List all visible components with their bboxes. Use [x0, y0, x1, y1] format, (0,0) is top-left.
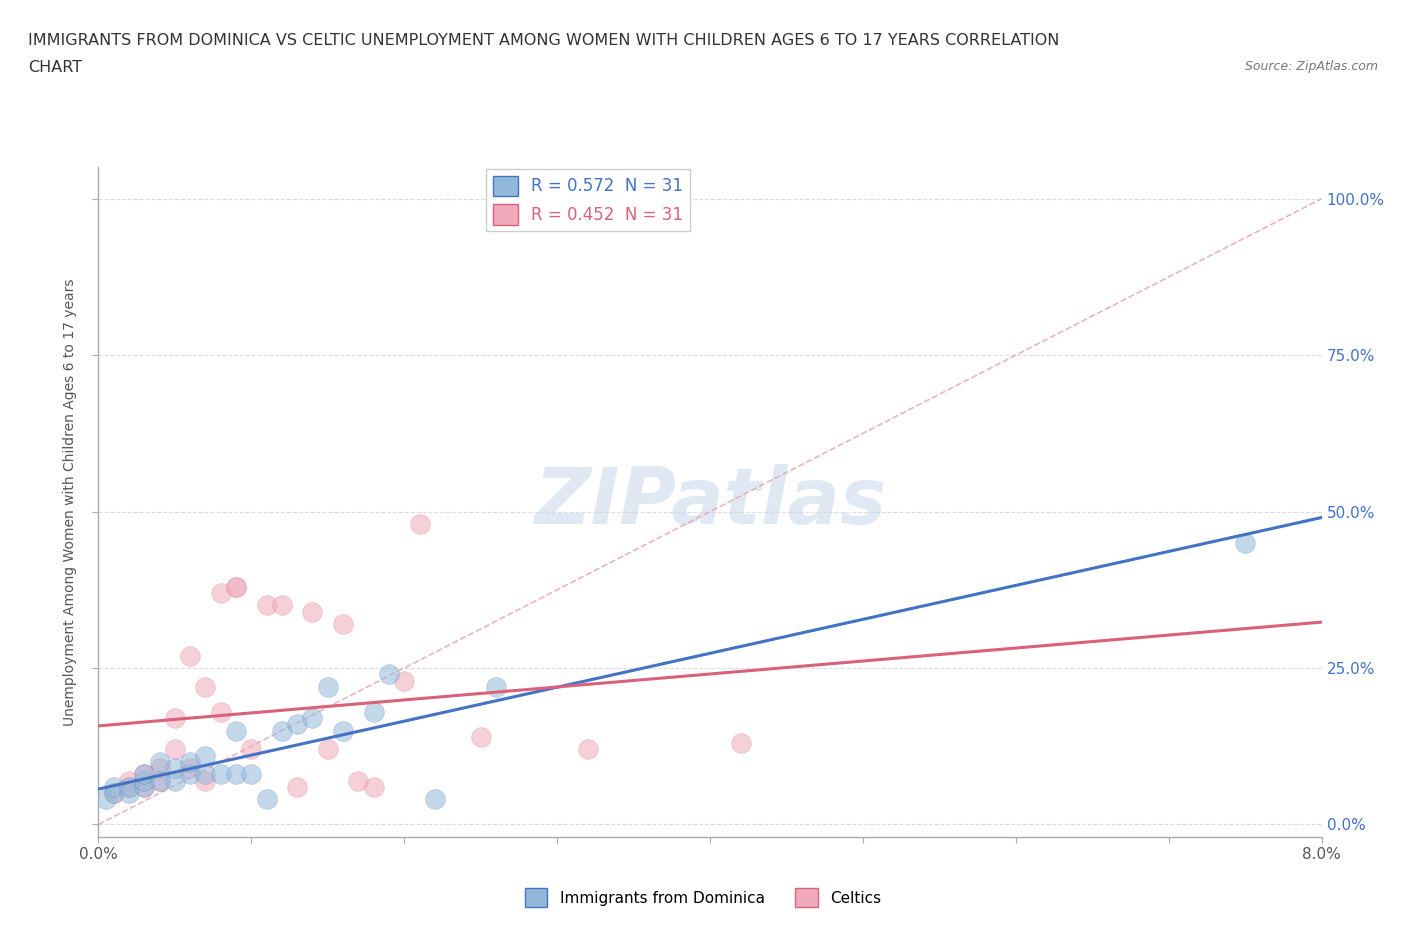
- Point: [149, 773, 172, 788]
- Point: [423, 792, 446, 807]
- Text: CHART: CHART: [28, 60, 82, 75]
- Point: [332, 617, 354, 631]
- Point: [118, 786, 141, 801]
- Point: [209, 767, 232, 782]
- Point: [485, 680, 508, 695]
- Point: [134, 779, 156, 794]
- Point: [225, 579, 247, 594]
- Legend: Immigrants from Dominica, Celtics: Immigrants from Dominica, Celtics: [519, 883, 887, 913]
- Point: [363, 704, 385, 719]
- Point: [179, 754, 201, 769]
- Point: [256, 792, 278, 807]
- Point: [225, 767, 247, 782]
- Point: [240, 742, 263, 757]
- Point: [149, 754, 172, 769]
- Point: [270, 724, 294, 738]
- Point: [194, 749, 217, 764]
- Point: [285, 717, 308, 732]
- Point: [163, 711, 186, 725]
- Y-axis label: Unemployment Among Women with Children Ages 6 to 17 years: Unemployment Among Women with Children A…: [63, 278, 77, 726]
- Point: [316, 742, 339, 757]
- Point: [301, 711, 323, 725]
- Point: [149, 761, 172, 776]
- Point: [225, 579, 247, 594]
- Point: [179, 761, 201, 776]
- Point: [163, 773, 186, 788]
- Point: [179, 767, 201, 782]
- Point: [194, 773, 217, 788]
- Point: [225, 724, 247, 738]
- Point: [316, 680, 339, 695]
- Point: [1234, 536, 1257, 551]
- Point: [730, 736, 752, 751]
- Point: [470, 729, 492, 744]
- Point: [163, 761, 186, 776]
- Point: [118, 773, 141, 788]
- Point: [347, 773, 370, 788]
- Point: [149, 773, 172, 788]
- Point: [378, 667, 401, 682]
- Point: [94, 792, 117, 807]
- Point: [209, 586, 232, 601]
- Point: [576, 742, 599, 757]
- Point: [285, 779, 308, 794]
- Point: [118, 779, 141, 794]
- Point: [134, 773, 156, 788]
- Text: Source: ZipAtlas.com: Source: ZipAtlas.com: [1244, 60, 1378, 73]
- Point: [392, 673, 416, 688]
- Point: [301, 604, 323, 619]
- Point: [194, 680, 217, 695]
- Point: [103, 786, 125, 801]
- Point: [270, 598, 294, 613]
- Text: ZIPatlas: ZIPatlas: [534, 464, 886, 540]
- Point: [103, 786, 125, 801]
- Text: IMMIGRANTS FROM DOMINICA VS CELTIC UNEMPLOYMENT AMONG WOMEN WITH CHILDREN AGES 6: IMMIGRANTS FROM DOMINICA VS CELTIC UNEMP…: [28, 33, 1060, 47]
- Point: [179, 648, 201, 663]
- Point: [194, 767, 217, 782]
- Point: [240, 767, 263, 782]
- Point: [134, 767, 156, 782]
- Point: [408, 517, 430, 532]
- Point: [363, 779, 385, 794]
- Point: [134, 767, 156, 782]
- Point: [332, 724, 354, 738]
- Point: [209, 704, 232, 719]
- Legend: R = 0.572  N = 31, R = 0.452  N = 31: R = 0.572 N = 31, R = 0.452 N = 31: [486, 169, 689, 232]
- Point: [163, 742, 186, 757]
- Point: [134, 779, 156, 794]
- Point: [256, 598, 278, 613]
- Point: [118, 779, 141, 794]
- Point: [103, 779, 125, 794]
